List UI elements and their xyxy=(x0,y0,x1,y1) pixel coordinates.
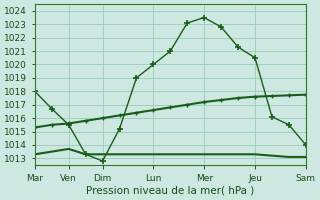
X-axis label: Pression niveau de la mer( hPa ): Pression niveau de la mer( hPa ) xyxy=(86,186,254,196)
